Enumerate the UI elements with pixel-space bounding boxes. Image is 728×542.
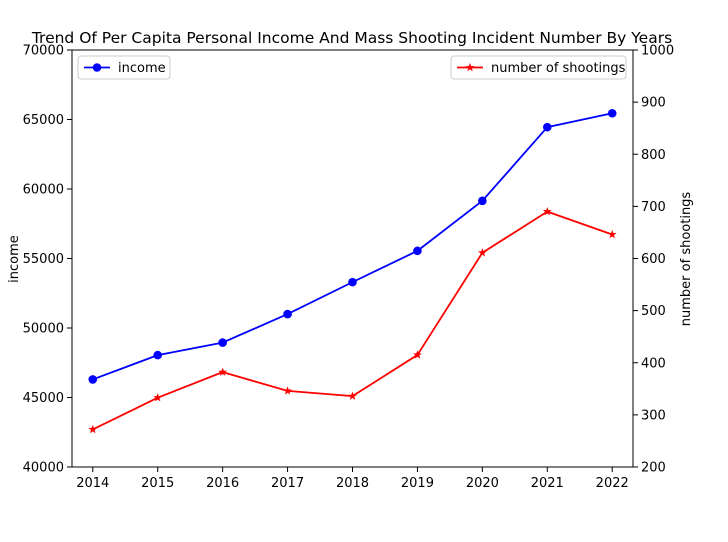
y-right-tick-label: 200 [641, 461, 666, 476]
data-point-shootings [153, 393, 163, 402]
legend-income: income [77, 55, 171, 80]
x-tick-label: 2021 [531, 476, 564, 491]
data-point-income [153, 350, 163, 360]
y-right-tick-label: 700 [641, 200, 666, 215]
data-point-shootings [607, 229, 617, 239]
data-point-income [283, 309, 292, 319]
y-left-tick-label: 40000 [23, 461, 64, 476]
y-right-tick-label: 400 [641, 356, 666, 371]
x-tick-label: 2018 [336, 476, 369, 491]
data-point-income [607, 108, 617, 118]
y-left-tick-label: 65000 [23, 113, 64, 128]
y-right-tick-label: 1000 [641, 44, 674, 59]
y-right-tick-label: 500 [641, 304, 666, 319]
data-point-shootings [88, 424, 98, 434]
data-point-shootings [218, 367, 228, 376]
data-point-income [348, 277, 357, 287]
y-left-tick-label: 60000 [23, 183, 64, 198]
plot-area: 2014 2015 2016 2017 2018 2019 2020 2021 2022 4000… [23, 44, 674, 492]
x-tick-label: 2015 [141, 476, 174, 491]
x-tick-label: 2014 [76, 476, 109, 491]
legend-marker [465, 62, 475, 72]
data-point-shootings [477, 248, 487, 257]
data-point-shootings [413, 350, 422, 359]
y-left-tick-label: 70000 [23, 44, 64, 59]
x-tick-label: 2016 [206, 476, 239, 491]
legend-marker [92, 63, 102, 72]
legend-box [77, 55, 171, 80]
data-point-income [542, 122, 552, 132]
x-tick-label: 2017 [271, 476, 304, 491]
y-right-tick-label: 900 [641, 96, 666, 111]
data-point-income [478, 196, 487, 206]
legend-box [450, 55, 627, 80]
legend-label: income [118, 61, 166, 76]
data-point-shootings [348, 391, 357, 400]
legend-shootings: number of shootings [450, 55, 627, 80]
x-tick-label: 2019 [401, 476, 434, 491]
data-point-income [88, 375, 98, 384]
y-left-tick-label: 50000 [23, 322, 64, 337]
legend-label: number of shootings [491, 61, 626, 76]
data-point-shootings [283, 386, 292, 395]
y-left-tick-label: 55000 [23, 252, 64, 267]
y-right-tick-label: 800 [641, 148, 666, 163]
data-point-shootings [542, 206, 552, 216]
y-left-tick-label: 45000 [23, 391, 64, 406]
y-axis-right-label: number of shootings [679, 192, 694, 327]
chart-title: Trend Of Per Capita Personal Income And … [31, 29, 672, 47]
data-point-income [413, 246, 422, 256]
y-right-tick-label: 600 [641, 252, 666, 267]
x-tick-label: 2020 [466, 476, 499, 491]
y-right-tick-label: 300 [641, 408, 666, 423]
y-axis-left-label: income [7, 235, 22, 283]
x-tick-label: 2022 [596, 476, 629, 491]
data-point-income [218, 338, 227, 347]
